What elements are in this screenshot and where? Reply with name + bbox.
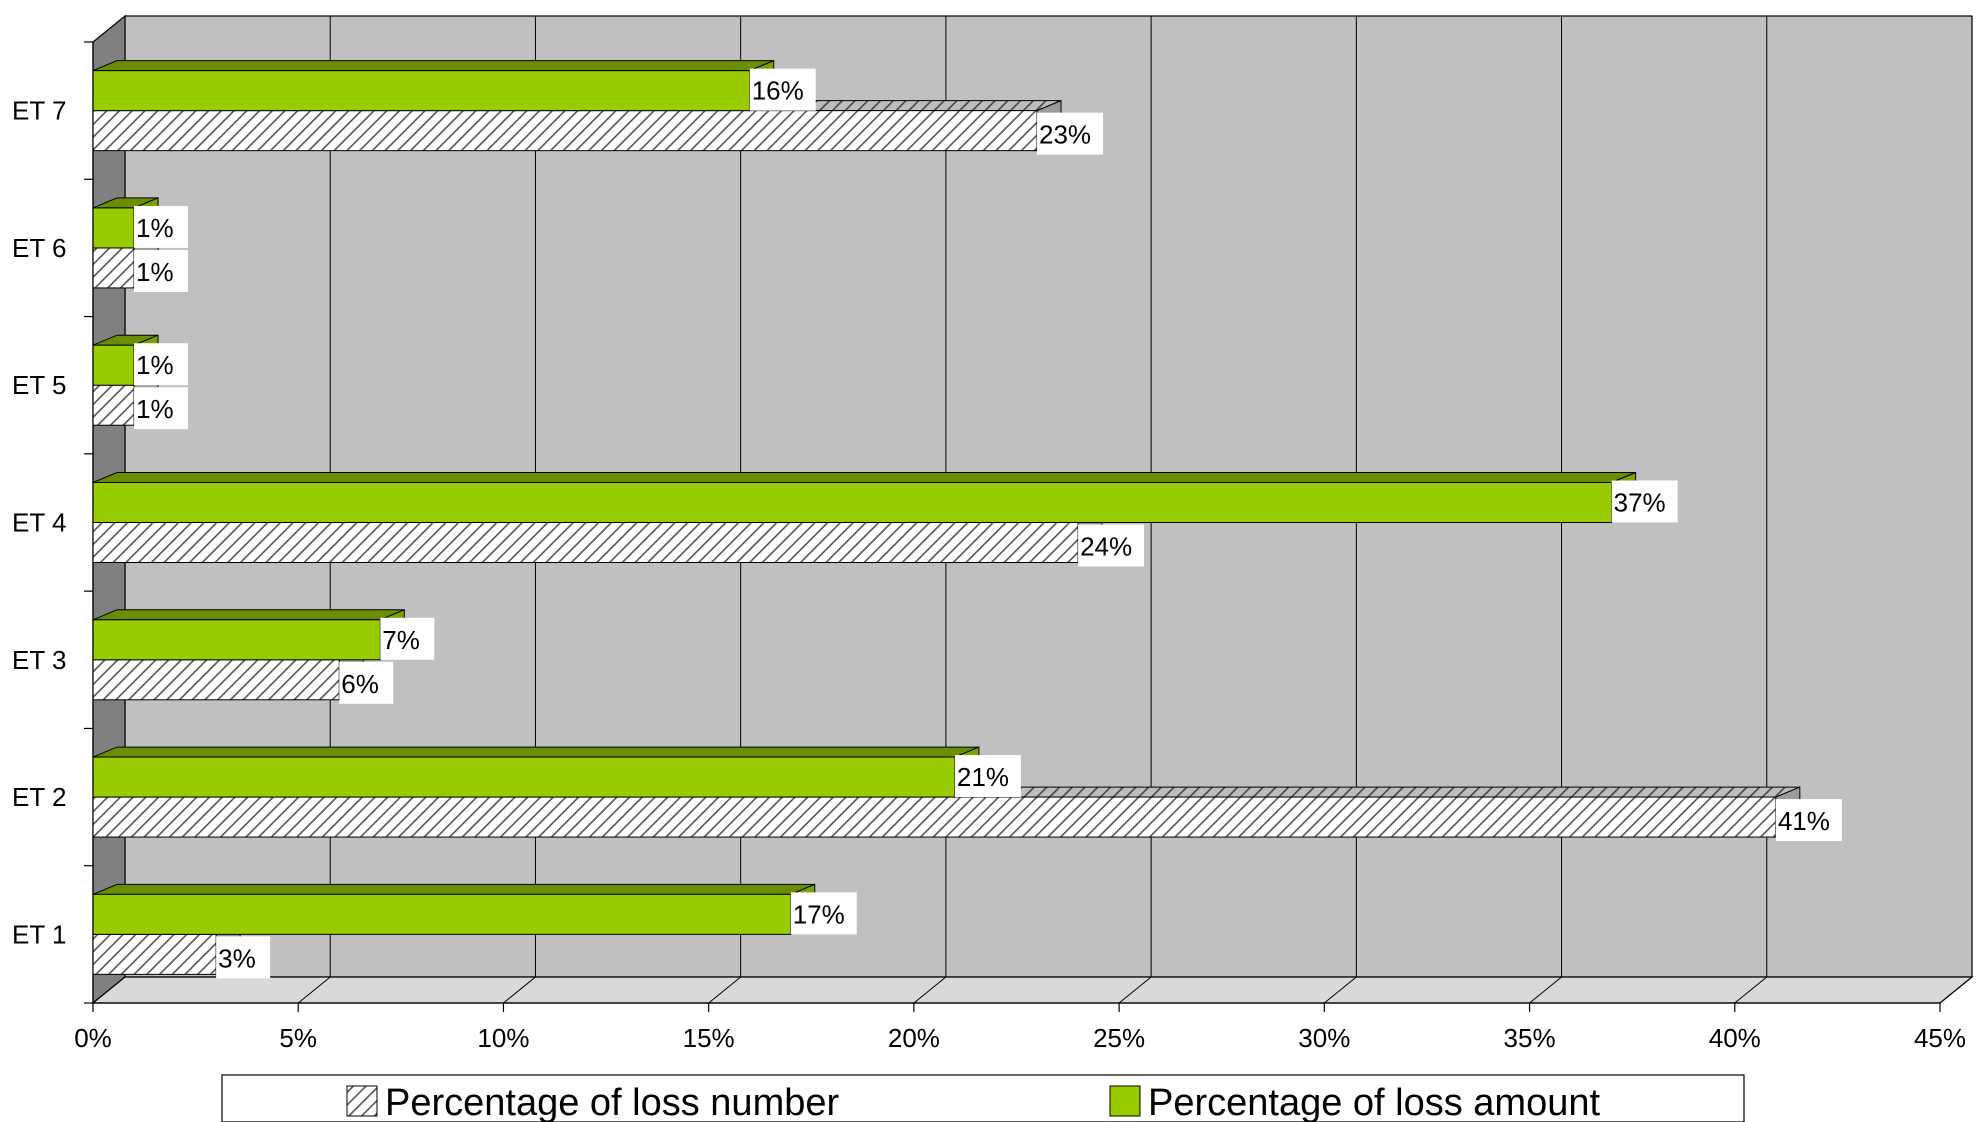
data-label-box-loss-amount	[134, 205, 189, 248]
data-label-box-loss-amount	[954, 755, 1021, 798]
data-label-box-loss-number	[339, 661, 394, 704]
bar-loss-amount-top	[92, 472, 1636, 483]
data-label-loss-number: 1%	[136, 394, 174, 424]
legend-label-loss-number: Percentage of loss number	[385, 1082, 839, 1122]
gridline-floor	[1324, 976, 1357, 1004]
legend-box	[221, 1074, 1745, 1122]
data-label-box-loss-number	[1775, 799, 1842, 842]
y-tick-label: ET 3	[12, 645, 66, 675]
bar-loss-amount	[92, 207, 135, 249]
x-tick-label: 5%	[279, 1023, 317, 1053]
bar-loss-number	[92, 522, 1079, 563]
y-tick-label: ET 2	[12, 782, 66, 812]
legend-label-loss-amount: Percentage of loss amount	[1148, 1082, 1600, 1122]
data-label-loss-amount: 21%	[957, 762, 1009, 792]
legend-swatch-loss-number	[346, 1085, 378, 1117]
bar-loss-number	[92, 659, 340, 701]
data-label-loss-amount: 1%	[136, 213, 174, 243]
data-label-loss-amount: 7%	[382, 625, 420, 655]
data-labels: 3% 17% 41% 21% 6%7% 24% 37% 1% 1% 1% 1% 23% 16%	[134, 68, 1842, 979]
gridline-floor	[1939, 976, 1973, 1004]
x-tick-label: 30%	[1298, 1023, 1350, 1053]
legend-swatch-loss-amount	[1109, 1085, 1141, 1117]
gridline-floor	[503, 976, 536, 1004]
data-label-loss-number: 1%	[136, 257, 174, 287]
y-tick-label: ET 6	[12, 233, 66, 263]
x-tick-label: 40%	[1709, 1023, 1761, 1053]
data-label-loss-amount: 17%	[793, 899, 845, 929]
x-tick-label: 25%	[1093, 1023, 1145, 1053]
y-tick-label: ET 5	[12, 370, 66, 400]
data-label-box-loss-number	[1037, 112, 1104, 155]
bar-loss-amount	[92, 893, 792, 935]
data-label-box-loss-number	[216, 936, 271, 979]
gridline-floor	[1734, 976, 1768, 1004]
data-label-box-loss-number	[134, 387, 189, 430]
axes: 0% 5% 10% 15% 20% 25% 30% 35% 40% 45% ET 1 ET 2 ET 3…	[12, 41, 1966, 1053]
gridline-floor	[708, 976, 741, 1004]
y-tick-label: ET 1	[12, 919, 66, 949]
legend: Percentage of loss number Percentage of l…	[221, 1074, 1745, 1122]
y-tick-label: ET 7	[12, 96, 66, 126]
x-tick-label: 0%	[74, 1023, 112, 1053]
bar-loss-amount	[92, 619, 381, 661]
x-tick-label: 35%	[1504, 1023, 1556, 1053]
bar-loss-number	[92, 247, 135, 289]
bar-loss-number	[92, 933, 217, 975]
y-tick-label: ET 4	[12, 508, 66, 538]
x-tick-label: 45%	[1914, 1023, 1966, 1053]
data-label-box-loss-number	[1078, 524, 1145, 567]
bar-loss-number	[92, 384, 135, 426]
data-label-box-loss-amount	[134, 343, 189, 386]
x-tick-label: 10%	[477, 1023, 529, 1053]
x-tick-label: 20%	[888, 1023, 940, 1053]
data-label-loss-number: 24%	[1080, 532, 1132, 562]
gridline-floor	[1529, 976, 1562, 1004]
bar-loss-amount	[92, 344, 135, 386]
data-label-loss-amount: 1%	[136, 350, 174, 380]
bar-loss-amount-top	[92, 746, 980, 758]
bar-loss-amount-top	[92, 609, 405, 621]
data-label-box-loss-amount	[790, 892, 857, 935]
data-label-loss-number: 41%	[1778, 806, 1830, 836]
x-tick-label: 15%	[683, 1023, 735, 1053]
data-label-loss-amount: 16%	[752, 76, 804, 106]
data-label-loss-number: 6%	[341, 669, 379, 699]
data-label-loss-number: 3%	[218, 943, 256, 973]
bar-loss-amount	[92, 482, 1613, 523]
data-label-loss-number: 23%	[1039, 120, 1091, 150]
data-label-box-loss-amount	[380, 617, 435, 660]
bar-loss-amount-top	[92, 883, 815, 895]
data-label-box-loss-amount	[749, 68, 816, 111]
data-label-box-loss-number	[134, 249, 189, 292]
data-label-box-loss-amount	[1611, 480, 1678, 523]
bar-loss-amount-top	[92, 60, 774, 72]
bar-loss-number	[92, 796, 1777, 838]
gridline-floor	[913, 976, 947, 1004]
gridline-floor	[1118, 976, 1152, 1004]
floor	[91, 976, 1974, 1004]
bar-loss-amount	[92, 756, 956, 798]
bars	[92, 59, 1801, 976]
bar-loss-number	[92, 110, 1038, 152]
data-label-loss-amount: 37%	[1614, 488, 1666, 518]
bar-loss-amount	[92, 70, 751, 112]
gridline-floor	[297, 976, 331, 1004]
